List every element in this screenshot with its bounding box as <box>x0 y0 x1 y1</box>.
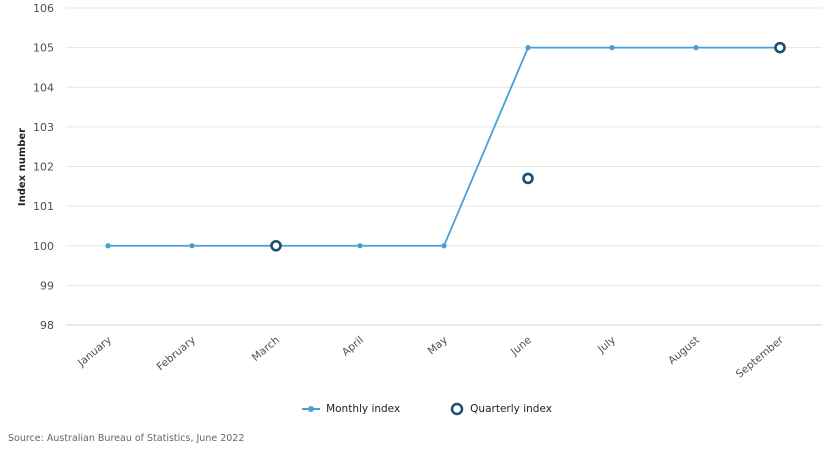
x-axis-ticks: January February March April May June July Augu… <box>75 334 786 381</box>
x-tick-label: April <box>340 334 366 359</box>
x-tick-label: June <box>508 334 534 359</box>
monthly-point[interactable] <box>609 45 615 51</box>
y-tick-label: 99 <box>40 279 54 292</box>
y-tick-label: 106 <box>33 2 54 15</box>
y-tick-label: 101 <box>33 200 54 213</box>
monthly-index-series <box>105 45 783 249</box>
monthly-point[interactable] <box>357 243 363 249</box>
legend-item-quarterly[interactable]: Quarterly index <box>450 402 552 416</box>
line-dot-icon <box>302 406 321 412</box>
y-tick-label: 104 <box>33 81 54 94</box>
source-note: Source: Australian Bureau of Statistics,… <box>8 433 245 444</box>
x-tick-label: August <box>666 334 702 367</box>
monthly-point[interactable] <box>693 45 699 51</box>
y-axis-ticks: 98 99 100 101 102 103 104 105 106 <box>33 2 54 332</box>
x-tick-label: January <box>75 334 114 369</box>
monthly-point[interactable] <box>525 45 531 51</box>
legend: Monthly index Quarterly index <box>0 402 832 416</box>
y-tick-label: 105 <box>33 42 54 55</box>
x-tick-label: March <box>250 334 282 364</box>
hollow-circle-icon <box>450 402 464 416</box>
quarterly-point[interactable] <box>774 41 786 54</box>
y-tick-label: 98 <box>40 319 54 332</box>
gridlines <box>66 7 822 326</box>
x-tick-label: February <box>155 334 198 373</box>
legend-item-monthly[interactable]: Monthly index <box>302 402 400 416</box>
quarterly-point[interactable] <box>270 239 282 252</box>
quarterly-index-series <box>270 41 786 252</box>
quarterly-point[interactable] <box>522 172 534 185</box>
legend-label-monthly: Monthly index <box>326 403 401 415</box>
monthly-point[interactable] <box>189 243 195 249</box>
monthly-point[interactable] <box>105 243 111 249</box>
x-tick-label: September <box>734 334 787 381</box>
x-tick-label: July <box>595 334 618 356</box>
x-tick-label: May <box>426 334 450 357</box>
y-tick-label: 100 <box>33 240 54 253</box>
line-chart: 98 99 100 101 102 103 104 105 106 Index number J… <box>17 2 822 381</box>
y-tick-label: 102 <box>33 161 54 174</box>
y-axis-label: Index number <box>17 128 28 206</box>
monthly-point[interactable] <box>441 243 447 249</box>
legend-label-quarterly: Quarterly index <box>470 403 552 415</box>
monthly-line <box>108 46 780 247</box>
y-tick-label: 103 <box>33 121 54 134</box>
